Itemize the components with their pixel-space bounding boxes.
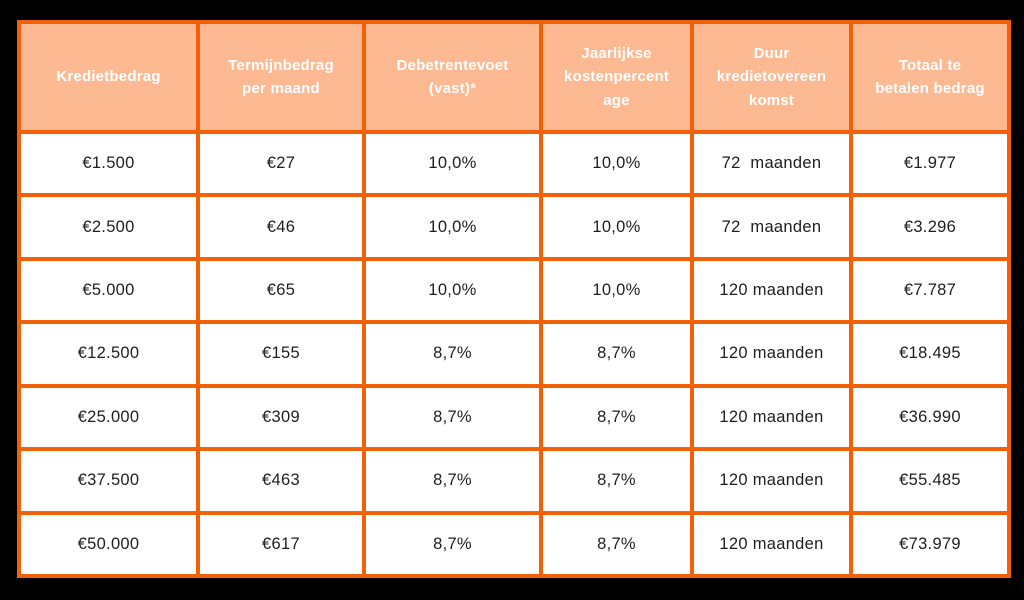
table-cell: €55.485 <box>849 447 1011 515</box>
table-cell: 120 maanden <box>690 383 853 452</box>
column-header: Totaal te betalen bedrag <box>849 20 1011 134</box>
table-cell: €25.000 <box>17 383 200 452</box>
table-row: €5.000 €65 10,0% 10,0% 120 maanden €7.787 <box>17 256 1011 325</box>
table-cell: €65 <box>196 256 366 325</box>
table-cell: 8,7% <box>539 320 694 388</box>
table-cell: €309 <box>196 383 366 452</box>
table-row: €50.000 €617 8,7% 8,7% 120 maanden €73.979 <box>17 510 1011 579</box>
table-cell: 8,7% <box>362 510 543 579</box>
table-cell: €155 <box>196 320 366 388</box>
table-cell: €5.000 <box>17 256 200 325</box>
credit-table: Kredietbedrag Termijnbedrag per maand Debe… <box>17 20 1011 579</box>
table-row: €37.500 €463 8,7% 8,7% 120 maanden €55.485 <box>17 447 1011 515</box>
table-cell: 10,0% <box>539 193 694 261</box>
table-cell: €3.296 <box>849 193 1011 261</box>
table-cell: 8,7% <box>539 510 694 579</box>
table-cell: 10,0% <box>539 129 694 198</box>
table-row: €25.000 €309 8,7% 8,7% 120 maanden €36.990 <box>17 383 1011 452</box>
table-cell: 8,7% <box>362 447 543 515</box>
table-cell: 120 maanden <box>690 447 853 515</box>
table-cell: 8,7% <box>362 383 543 452</box>
table-cell: 10,0% <box>362 256 543 325</box>
table-cell: €18.495 <box>849 320 1011 388</box>
table-cell: €12.500 <box>17 320 200 388</box>
table-cell: €73.979 <box>849 510 1011 579</box>
table-cell: €7.787 <box>849 256 1011 325</box>
table-cell: 8,7% <box>539 447 694 515</box>
table-cell: 8,7% <box>362 320 543 388</box>
table-cell: 72 maanden <box>690 129 853 198</box>
table-cell: €2.500 <box>17 193 200 261</box>
table-cell: 72 maanden <box>690 193 853 261</box>
column-header: Duur kredietovereen komst <box>690 20 853 134</box>
column-header: Debetrentevoet (vast)* <box>362 20 543 134</box>
table-cell: 120 maanden <box>690 320 853 388</box>
table-cell: €36.990 <box>849 383 1011 452</box>
table-cell: 10,0% <box>362 193 543 261</box>
table-cell: €50.000 <box>17 510 200 579</box>
credit-table-container: Kredietbedrag Termijnbedrag per maand Debe… <box>17 20 1011 579</box>
header-row: Kredietbedrag Termijnbedrag per maand Debe… <box>17 20 1011 134</box>
table-cell: 10,0% <box>539 256 694 325</box>
table-cell: 120 maanden <box>690 256 853 325</box>
table-cell: €46 <box>196 193 366 261</box>
table-cell: €27 <box>196 129 366 198</box>
table-cell: 8,7% <box>539 383 694 452</box>
table-cell: 120 maanden <box>690 510 853 579</box>
table-row: €2.500 €46 10,0% 10,0% 72 maanden €3.296 <box>17 193 1011 261</box>
table-cell: €463 <box>196 447 366 515</box>
table-cell: €1.500 <box>17 129 200 198</box>
table-cell: 10,0% <box>362 129 543 198</box>
table-cell: €1.977 <box>849 129 1011 198</box>
table-cell: €617 <box>196 510 366 579</box>
column-header: Kredietbedrag <box>17 20 200 134</box>
column-header: Jaarlijkse kostenpercent age <box>539 20 694 134</box>
table-row: €12.500 €155 8,7% 8,7% 120 maanden €18.495 <box>17 320 1011 388</box>
table-cell: €37.500 <box>17 447 200 515</box>
table-row: €1.500 €27 10,0% 10,0% 72 maanden €1.977 <box>17 129 1011 198</box>
column-header: Termijnbedrag per maand <box>196 20 366 134</box>
